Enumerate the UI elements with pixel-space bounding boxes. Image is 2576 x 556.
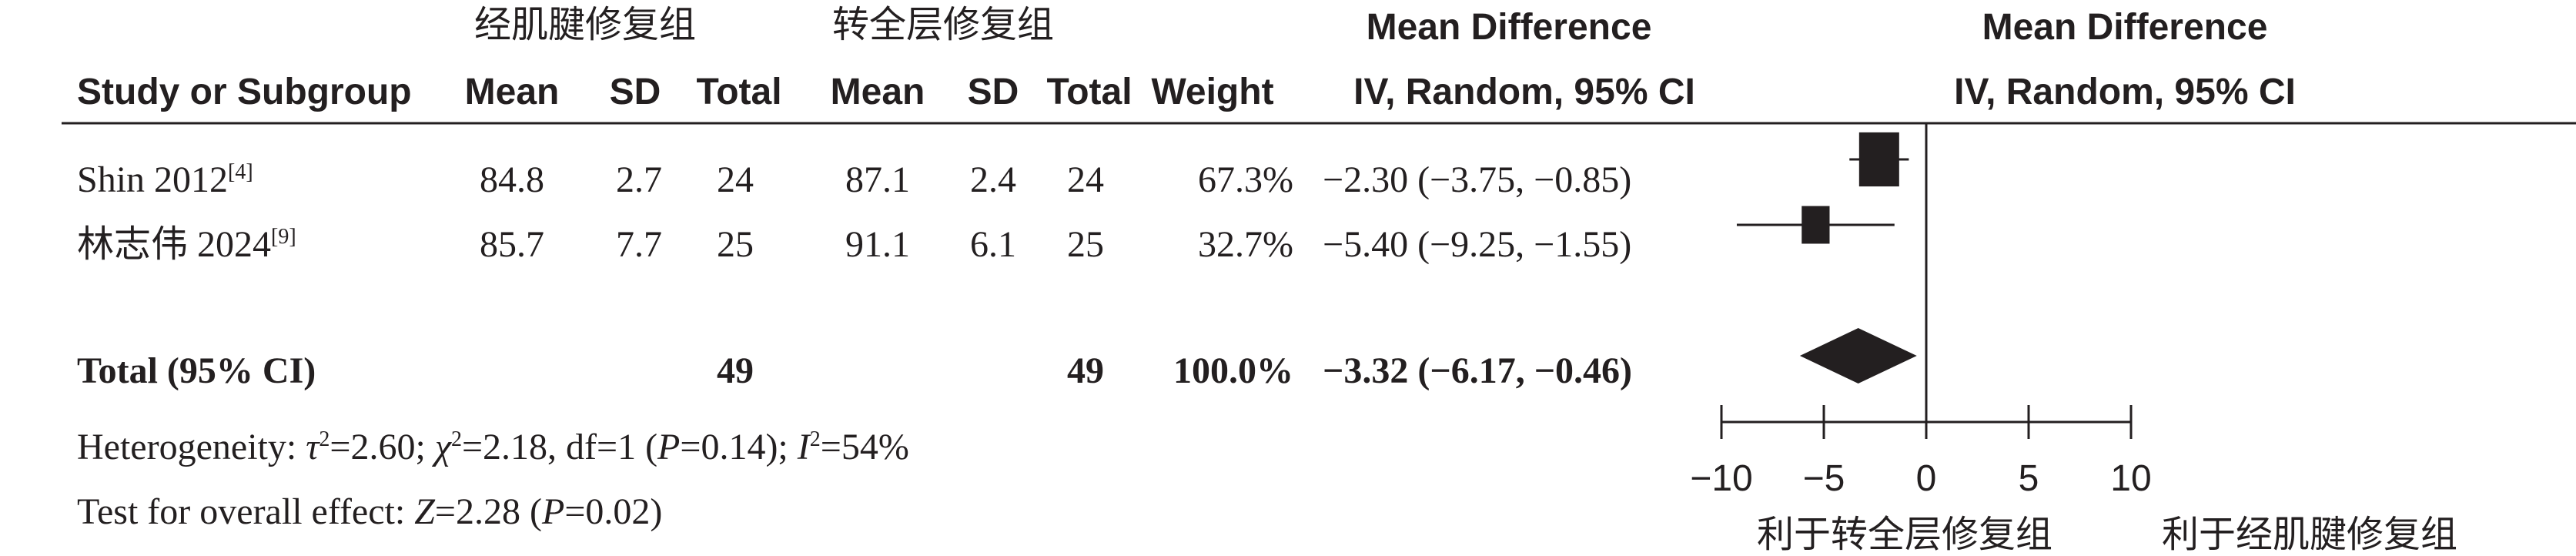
study-sd1-1: 2.7 — [616, 159, 662, 200]
study-square — [1858, 132, 1899, 187]
total-label: Total (95% CI) — [77, 350, 316, 391]
col-study-header: Study or Subgroup — [77, 72, 412, 112]
study-ci-2: −5.40 (−9.25, −1.55) — [1323, 224, 1632, 265]
study-mean1-2: 85.7 — [480, 224, 544, 265]
study-mean2-2: 91.1 — [845, 224, 910, 265]
study-total2-1: 24 — [1067, 159, 1104, 200]
heterogeneity-text: Heterogeneity: τ2=2.60; χ2=2.18, df=1 (P… — [77, 427, 909, 467]
study-total2-2: 25 — [1067, 224, 1104, 265]
study-square — [1802, 206, 1830, 244]
col-mean1-header: Mean — [464, 72, 560, 112]
total-ci: −3.32 (−6.17, −0.46) — [1323, 350, 1633, 391]
col-weight-header: Weight — [1151, 72, 1274, 112]
study-name-2: 林志伟 2024[9] — [77, 224, 296, 265]
favors-right-label: 利于经肌腱修复组 — [2162, 513, 2458, 556]
total-n2: 49 — [1067, 350, 1104, 391]
pooled-diamond — [1799, 328, 1917, 384]
axis-tick-label: 10 — [2110, 458, 2152, 499]
col-sd2-header: SD — [967, 72, 1019, 112]
study-weight-1: 67.3% — [1198, 159, 1293, 200]
study-mean1-1: 84.8 — [480, 159, 544, 200]
plot-title: Mean Difference — [1982, 7, 2268, 48]
col-md-header: IV, Random, 95% CI — [1353, 72, 1695, 112]
axis-tick-label: −10 — [1690, 458, 1753, 499]
favors-left-label: 利于转全层修复组 — [1757, 513, 2053, 556]
study-sd2-2: 6.1 — [970, 224, 1016, 265]
study-total1-1: 24 — [717, 159, 754, 200]
total-weight: 100.0% — [1173, 350, 1293, 391]
md-title: Mean Difference — [1366, 7, 1652, 48]
group1-name: 经肌腱修复组 — [473, 3, 696, 46]
col-total1-header: Total — [696, 72, 782, 112]
study-weight-2: 32.7% — [1198, 224, 1293, 265]
overall-effect-text: Test for overall effect: Z=2.28 (P=0.02) — [77, 491, 663, 532]
axis-tick-label: −5 — [1802, 458, 1845, 499]
study-sd1-2: 7.7 — [616, 224, 662, 265]
study-total1-2: 25 — [717, 224, 754, 265]
col-total2-header: Total — [1046, 72, 1132, 112]
axis-tick-label: 5 — [2018, 458, 2039, 499]
col-sd1-header: SD — [609, 72, 661, 112]
study-sd2-1: 2.4 — [970, 159, 1016, 200]
total-n1: 49 — [717, 350, 754, 391]
study-ci-1: −2.30 (−3.75, −0.85) — [1323, 159, 1632, 200]
col-mean2-header: Mean — [830, 72, 925, 112]
axis-tick-label: 0 — [1915, 458, 1937, 499]
study-name-1: Shin 2012[4] — [77, 159, 253, 200]
group2-name: 转全层修复组 — [831, 3, 1054, 46]
plot-subtitle: IV, Random, 95% CI — [1954, 72, 2296, 112]
study-mean2-1: 87.1 — [845, 159, 910, 200]
